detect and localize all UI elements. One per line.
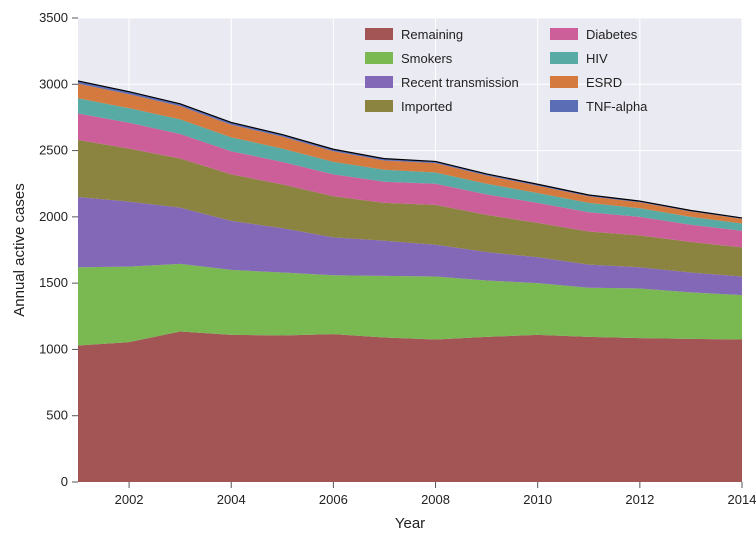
legend-label: Smokers (401, 51, 453, 66)
chart-container: 0 500 1000 1500 2000 2500 3000 3500 2002 2004 2006… (0, 0, 756, 547)
ytick-label: 1000 (39, 341, 68, 356)
area-remaining (78, 332, 742, 482)
legend-label: Imported (401, 99, 452, 114)
legend-swatch (365, 28, 393, 40)
xtick-label: 2010 (523, 492, 552, 507)
legend-label: ESRD (586, 75, 622, 90)
ytick-label: 3000 (39, 76, 68, 91)
ytick-label: 1500 (39, 275, 68, 290)
legend-swatch (550, 28, 578, 40)
xtick-label: 2012 (625, 492, 654, 507)
legend-label: Remaining (401, 27, 463, 42)
legend-label: Recent transmission (401, 75, 519, 90)
y-axis-label: Annual active cases (11, 183, 28, 316)
legend-swatch (365, 76, 393, 88)
xtick-label: 2008 (421, 492, 450, 507)
xtick-label: 2004 (217, 492, 246, 507)
legend-swatch (365, 100, 393, 112)
ytick-label: 3500 (39, 10, 68, 25)
stacked-area-chart: 0 500 1000 1500 2000 2500 3000 3500 2002 2004 2006… (0, 0, 756, 547)
ytick-label: 500 (46, 408, 68, 423)
legend-swatch (550, 76, 578, 88)
legend-label: TNF-alpha (586, 99, 648, 114)
ytick-label: 2000 (39, 209, 68, 224)
legend-swatch (365, 52, 393, 64)
legend-label: Diabetes (586, 27, 638, 42)
ytick-label: 2500 (39, 143, 68, 158)
legend-label: HIV (586, 51, 608, 66)
x-axis-label: Year (395, 515, 425, 532)
xtick-label: 2002 (115, 492, 144, 507)
legend-swatch (550, 100, 578, 112)
xtick-label: 2006 (319, 492, 348, 507)
xtick-label: 2014 (728, 492, 756, 507)
legend-swatch (550, 52, 578, 64)
ytick-label: 0 (61, 474, 68, 489)
